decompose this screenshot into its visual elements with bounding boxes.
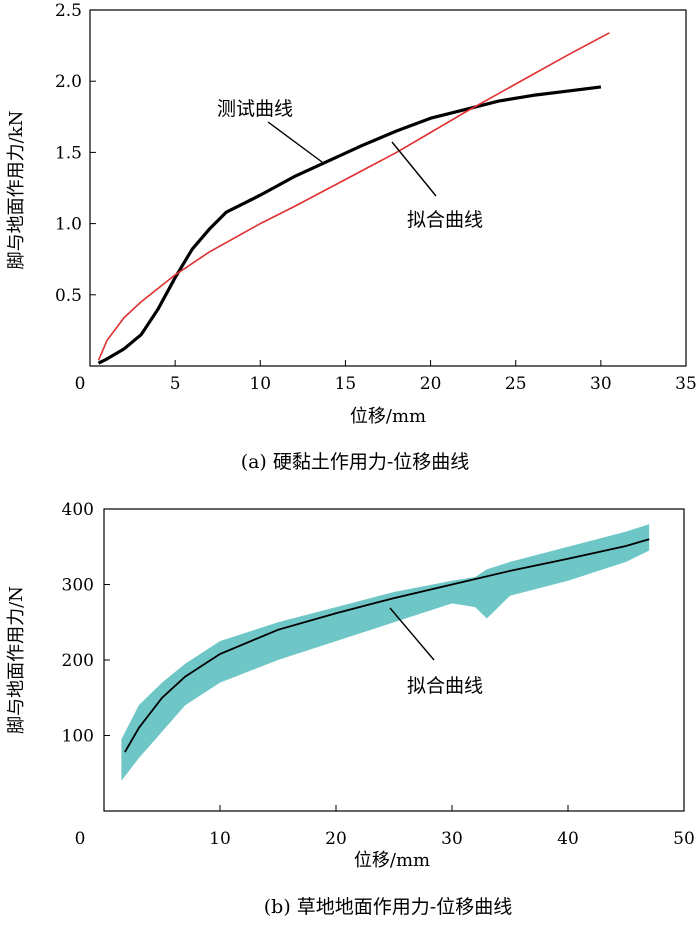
chart-a-annotation-measured: 测试曲线 xyxy=(217,98,293,120)
chart-a-y-tick-label: 0.5 xyxy=(55,286,82,306)
chart-b-x-tick-label: 20 xyxy=(325,829,347,849)
chart-b: 0 10 20 30 40 50 100 200 300 400 拟合曲线 位移/mm 脚与地面… xyxy=(6,500,695,918)
chart-a-x-tick-label: 20 xyxy=(420,374,442,394)
chart-a-plot-frame xyxy=(89,9,687,367)
chart-a-y-tick-label: 2.0 xyxy=(55,72,82,92)
chart-a-origin-label: 0 xyxy=(75,374,86,394)
chart-a-caption: (a) 硬黏土作用力-位移曲线 xyxy=(241,451,470,473)
chart-a-y-tick-label: 1.5 xyxy=(55,143,82,163)
chart-b-caption: (b) 草地地面作用力-位移曲线 xyxy=(264,896,512,918)
chart-a-x-tick-label: 15 xyxy=(335,374,357,394)
chart-a-x-tick-label: 30 xyxy=(590,374,612,394)
chart-a-x-axis-label: 位移/mm xyxy=(350,406,426,427)
chart-b-x-tick-label: 30 xyxy=(441,829,463,849)
chart-b-y-tick-label: 300 xyxy=(62,576,94,596)
chart-b-x-ticks: 0 10 20 30 40 50 xyxy=(75,805,695,849)
chart-b-y-tick-label: 200 xyxy=(62,651,94,671)
chart-b-y-ticks: 100 200 300 400 xyxy=(62,500,110,747)
chart-a-x-ticks: 5 10 15 20 25 30 35 xyxy=(170,360,697,394)
chart-b-x-axis-label: 位移/mm xyxy=(354,850,430,871)
chart-a-y-tick-label: 1.0 xyxy=(55,215,82,235)
chart-a-x-tick-label: 5 xyxy=(170,374,181,394)
chart-b-x-tick-label: 40 xyxy=(557,829,579,849)
chart-a-y-tick-label: 2.5 xyxy=(55,1,82,21)
chart-a-annotation-fit: 拟合曲线 xyxy=(407,209,483,231)
chart-b-annotation-fit: 拟合曲线 xyxy=(407,675,483,697)
chart-b-series-fit-line xyxy=(124,538,650,753)
chart-b-annotation-leader-fit xyxy=(389,607,435,661)
chart-b-y-tick-label: 400 xyxy=(62,500,94,520)
chart-b-x-tick-label: 0 xyxy=(75,829,86,849)
chart-a: 5 10 15 20 25 30 35 0.51.01.52.02.5 测试曲线 拟合曲线 … xyxy=(6,1,697,473)
chart-a-annotation-leader-measured xyxy=(267,121,323,163)
chart-a-annotation-leader-fit xyxy=(391,141,437,197)
chart-a-y-axis-label: 脚与地面作用力/kN xyxy=(6,111,27,270)
chart-b-measured-band xyxy=(121,524,650,781)
chart-a-x-tick-label: 25 xyxy=(505,374,527,394)
chart-a-x-tick-label: 10 xyxy=(249,374,271,394)
chart-b-y-axis-label: 脚与地面作用力/N xyxy=(6,586,27,734)
chart-a-x-tick-label: 35 xyxy=(675,374,697,394)
chart-b-x-tick-label: 10 xyxy=(209,829,231,849)
chart-a-y-ticks: 0.5 1.0 1.5 2.0 2.5 xyxy=(55,1,96,306)
chart-b-x-tick-label: 50 xyxy=(673,829,695,849)
chart-b-y-tick-label: 100 xyxy=(62,727,94,747)
chart-a-series-fit-line xyxy=(97,32,610,361)
chart-a-series-measured-line xyxy=(97,85,602,365)
